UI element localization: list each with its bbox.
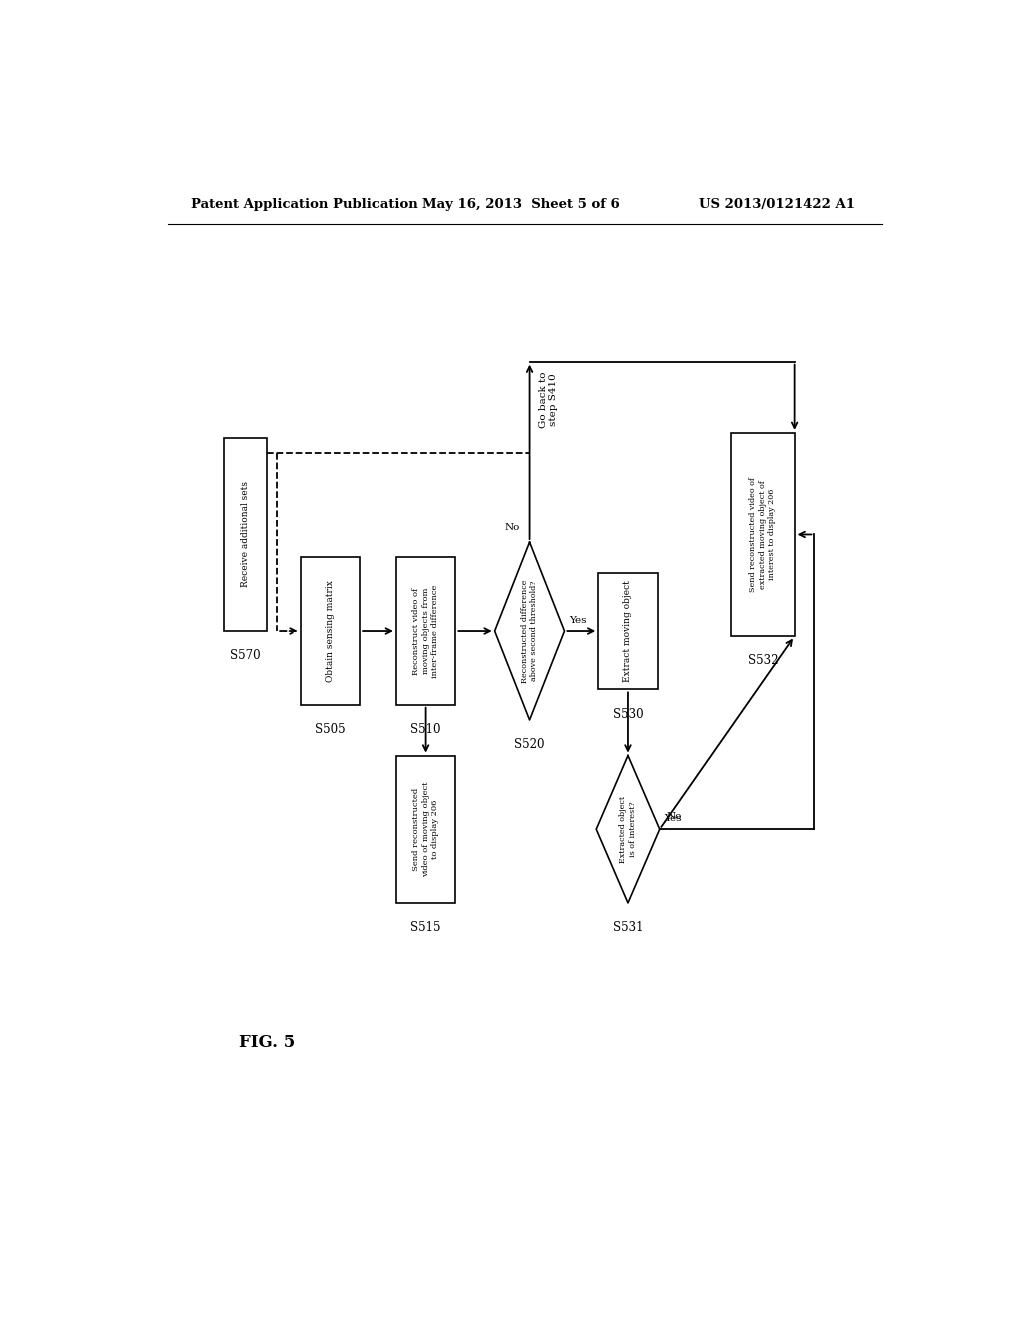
Text: Receive additional sets: Receive additional sets — [241, 482, 250, 587]
Text: Send reconstructed
video of moving object
to display 206: Send reconstructed video of moving objec… — [412, 781, 439, 876]
FancyBboxPatch shape — [598, 573, 657, 689]
Text: S505: S505 — [315, 723, 346, 737]
Text: No: No — [505, 523, 520, 532]
Text: No: No — [666, 812, 681, 821]
Text: US 2013/0121422 A1: US 2013/0121422 A1 — [699, 198, 855, 211]
Text: Obtain sensing matrix: Obtain sensing matrix — [326, 579, 335, 682]
Text: Go back to
step S410: Go back to step S410 — [539, 372, 558, 429]
FancyBboxPatch shape — [396, 755, 456, 903]
Text: S570: S570 — [230, 649, 261, 663]
Text: FIG. 5: FIG. 5 — [239, 1034, 295, 1051]
Text: S515: S515 — [411, 921, 441, 935]
Text: Reconstruct video of
moving objects from
inter-frame difference: Reconstruct video of moving objects from… — [412, 585, 439, 677]
Text: Reconstructed difference
above second threshold?: Reconstructed difference above second th… — [521, 579, 539, 682]
Text: Patent Application Publication: Patent Application Publication — [191, 198, 418, 211]
Text: May 16, 2013  Sheet 5 of 6: May 16, 2013 Sheet 5 of 6 — [422, 198, 620, 211]
Text: S532: S532 — [748, 655, 778, 668]
Polygon shape — [495, 543, 564, 719]
Text: Send reconstructed video of
extracted moving object of
interest to display 206: Send reconstructed video of extracted mo… — [750, 477, 776, 591]
Text: Yes: Yes — [665, 814, 682, 824]
Text: S520: S520 — [514, 738, 545, 751]
FancyBboxPatch shape — [301, 557, 360, 705]
Text: Extract moving object: Extract moving object — [624, 579, 633, 682]
Text: Extracted object
is of interest?: Extracted object is of interest? — [620, 796, 637, 863]
FancyBboxPatch shape — [731, 433, 795, 636]
Polygon shape — [596, 755, 659, 903]
FancyBboxPatch shape — [223, 438, 267, 631]
Text: S530: S530 — [612, 708, 643, 721]
Text: S531: S531 — [612, 921, 643, 935]
FancyBboxPatch shape — [396, 557, 456, 705]
Text: Yes: Yes — [569, 616, 587, 624]
Text: S510: S510 — [411, 723, 441, 737]
